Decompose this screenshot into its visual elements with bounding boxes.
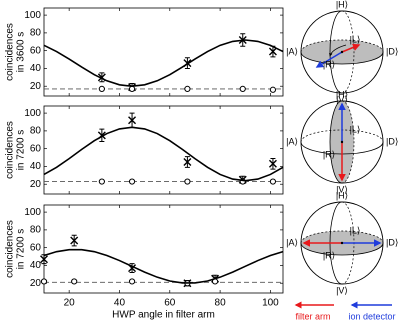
state-label: |H⟩ xyxy=(336,89,348,99)
reference-point xyxy=(71,278,78,285)
fit-curve xyxy=(43,39,284,88)
state-label: |R⟩ xyxy=(323,149,335,159)
x-tick-label: 60 xyxy=(164,298,176,309)
state-label: |H⟩ xyxy=(336,0,348,9)
y-axis-label: in 3600 s xyxy=(16,32,27,73)
reference-point xyxy=(128,178,136,185)
origin xyxy=(340,50,344,54)
data-point xyxy=(97,128,106,143)
state-label: |D⟩ xyxy=(386,136,398,146)
equator-back xyxy=(300,230,384,244)
y-tick-label: 40 xyxy=(30,260,42,271)
y-axis-label: in 7200 s xyxy=(16,130,27,171)
data-point xyxy=(128,263,137,274)
y-tick-label: 20 xyxy=(30,81,42,92)
state-label: |A⟩ xyxy=(286,136,298,146)
y-tick-label: 100 xyxy=(24,207,41,218)
equator-front xyxy=(300,242,384,256)
y-tick-label: 60 xyxy=(30,45,42,56)
cross-marker xyxy=(268,47,277,56)
state-label: |D⟩ xyxy=(386,46,398,56)
state-label: |V⟩ xyxy=(336,184,348,194)
y-axis-label: coincidences xyxy=(5,121,16,179)
data-point xyxy=(40,254,48,265)
state-label: |A⟩ xyxy=(286,237,298,247)
y-tick-label: 80 xyxy=(30,225,42,236)
equator-back xyxy=(300,39,384,53)
y-tick-label: 40 xyxy=(30,161,42,172)
cross-marker xyxy=(128,116,137,125)
fit-curve xyxy=(43,248,284,284)
plot-frame xyxy=(43,7,284,97)
state-label: |R⟩ xyxy=(323,59,335,69)
rotation-arrow xyxy=(329,44,347,57)
y-tick-label: 100 xyxy=(24,10,41,21)
reference-point xyxy=(98,178,105,185)
cross-marker xyxy=(40,255,48,264)
cross-marker xyxy=(183,158,192,166)
reference-point xyxy=(184,85,191,92)
y-axis-label: coincidences xyxy=(5,220,16,278)
data-point xyxy=(97,72,106,83)
reference-point xyxy=(128,85,136,92)
meridian-front xyxy=(329,100,343,184)
state-label: |H⟩ xyxy=(336,190,348,200)
y-tick-label: 20 xyxy=(30,179,42,190)
y-tick-label: 80 xyxy=(30,126,42,137)
meridian-back xyxy=(341,10,355,94)
legend-label: filter arm xyxy=(295,311,330,321)
data-point xyxy=(183,156,192,168)
reference-point xyxy=(239,85,246,92)
y-tick-label: 80 xyxy=(30,28,42,39)
state-vector xyxy=(341,43,361,53)
y-tick-label: 40 xyxy=(30,63,42,74)
state-label: |L⟩ xyxy=(350,34,361,44)
reference-point xyxy=(98,85,105,92)
x-tick-label: 80 xyxy=(215,298,227,309)
x-tick-label: 100 xyxy=(262,298,279,309)
bloch-sphere: |H⟩ |V⟩ |A⟩ |D⟩ |L⟩ |R⟩ xyxy=(286,190,398,295)
data-point xyxy=(70,234,79,247)
data-point xyxy=(268,157,277,170)
x-tick-label: 40 xyxy=(114,298,126,309)
y-tick-label: 60 xyxy=(30,143,42,154)
state-label: |V⟩ xyxy=(336,285,348,295)
state-label: |L⟩ xyxy=(350,124,361,134)
reference-point xyxy=(40,278,48,285)
bloch-sphere: |H⟩|V⟩|A⟩ |D⟩|L⟩|R⟩ xyxy=(286,89,398,194)
x-tick-label: 20 xyxy=(64,298,76,309)
reference-point xyxy=(128,278,136,285)
meridian-back xyxy=(341,100,355,184)
legend-label: ion detector xyxy=(348,311,395,321)
reference-point xyxy=(269,178,277,185)
y-axis-label: coincidences xyxy=(5,23,16,81)
data-point xyxy=(128,112,137,128)
state-label: |R⟩ xyxy=(323,250,335,260)
fit-curve xyxy=(43,126,284,182)
y-tick-label: 60 xyxy=(30,242,42,253)
x-axis-label: HWP angle in filter arm xyxy=(112,310,215,321)
state-label: |D⟩ xyxy=(386,237,398,247)
cross-marker xyxy=(268,159,277,168)
plot-frame xyxy=(43,105,284,195)
meridian-front xyxy=(329,10,343,94)
cross-marker xyxy=(70,236,79,245)
origin xyxy=(340,140,344,144)
reference-point xyxy=(269,86,277,93)
plot-frame xyxy=(43,204,284,294)
state-label: |L⟩ xyxy=(350,225,361,235)
y-tick-label: 20 xyxy=(30,278,42,289)
state-label: |A⟩ xyxy=(286,46,298,56)
y-axis-label: in 7200 s xyxy=(16,229,27,270)
state-vector xyxy=(315,51,343,68)
state-label: |V⟩ xyxy=(336,94,348,104)
origin xyxy=(340,241,344,245)
reference-point xyxy=(184,178,191,185)
bloch-sphere: |H⟩|V⟩|A⟩ |D⟩|L⟩|R⟩ xyxy=(286,0,398,104)
y-tick-label: 100 xyxy=(24,108,41,119)
equator-front xyxy=(300,51,384,65)
